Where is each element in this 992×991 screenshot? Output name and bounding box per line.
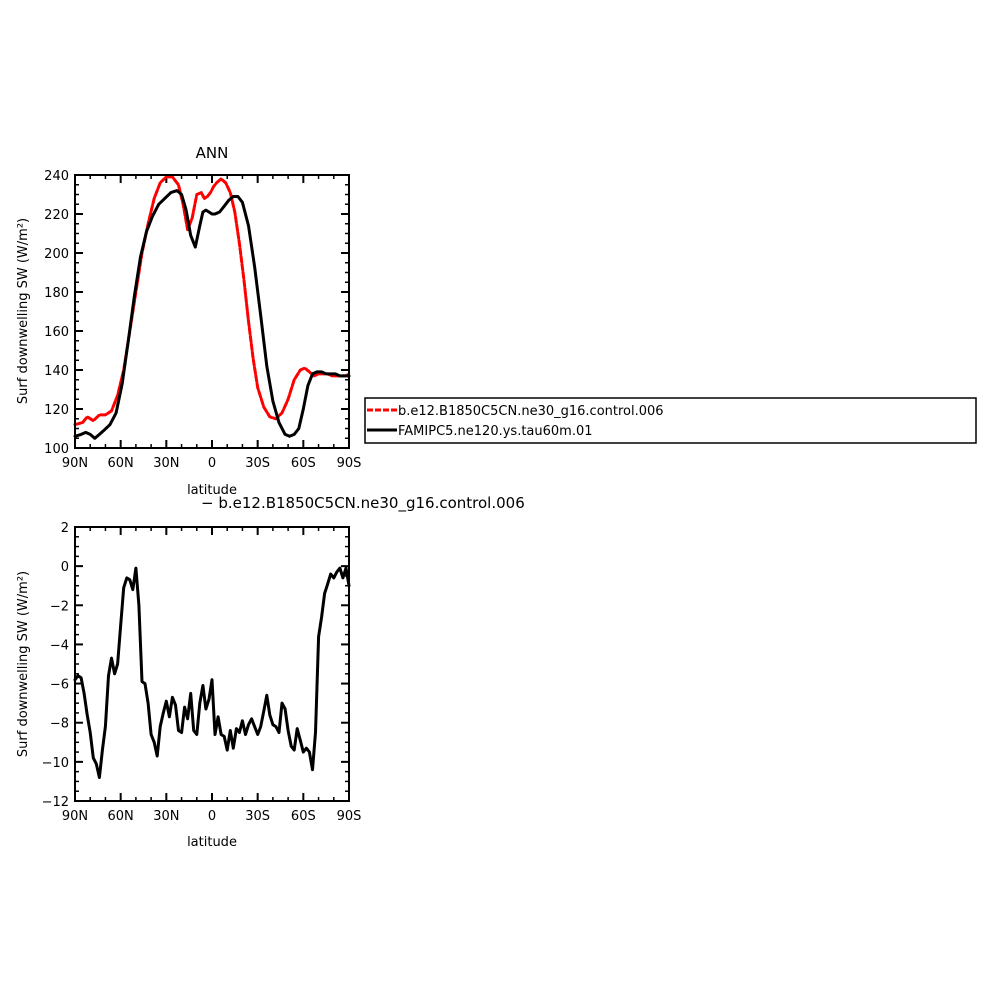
bottom-panel-x-axis-title: latitude [187, 835, 237, 850]
bottom-y-tick-label: −12 [42, 795, 69, 810]
bottom-y-tick-label: −10 [42, 756, 69, 771]
top-y-tick-label: 180 [44, 286, 69, 301]
top-y-tick-label: 100 [44, 442, 69, 457]
bottom-y-tick-label: −4 [50, 638, 69, 653]
bottom-y-tick-label: 0 [61, 560, 69, 575]
bottom-panel-y-axis-title: Surf downwelling SW (W/m²) [16, 571, 31, 757]
top-x-tick-label: 30N [153, 456, 179, 471]
bottom-x-tick-label: 30N [153, 809, 179, 824]
top-x-tick-label: 60N [108, 456, 134, 471]
bottom-x-tick-label: 60S [291, 809, 316, 824]
top-y-tick-label: 240 [44, 169, 69, 184]
top-series-line-2 [73, 189, 351, 440]
top-x-tick-label: 30S [245, 456, 270, 471]
legend-box [364, 397, 977, 444]
top-panel-title: ANN [196, 144, 229, 162]
bottom-series-line-1 [73, 566, 351, 779]
top-x-tick-label: 90N [62, 456, 88, 471]
top-y-tick-label: 200 [44, 247, 69, 262]
legend-label-series-1: b.e12.B1850C5CN.ne30_g16.control.006 [398, 404, 664, 419]
top-y-tick-label: 220 [44, 208, 69, 223]
bottom-x-tick-label: 0 [208, 809, 216, 824]
top-panel-series [73, 175, 351, 440]
top-panel-x-axis-title: latitude [187, 483, 237, 498]
bottom-panel: − b.e12.B1850C5CN.ne30_g16.control.006 −… [16, 494, 525, 850]
top-x-tick-label: 90S [337, 456, 362, 471]
top-panel: ANN 100 120 140 160 180 200 220 240 90N 60N 30N 0 30… [16, 144, 361, 498]
top-x-tick-label: 0 [208, 456, 216, 471]
top-y-tick-label: 140 [44, 364, 69, 379]
bottom-y-tick-label: 2 [61, 521, 69, 536]
bottom-x-tick-label: 90N [62, 809, 88, 824]
top-panel-tick-labels: 100 120 140 160 180 200 220 240 90N 60N 30N 0 30S 60S… [44, 169, 361, 471]
bottom-panel-title: − b.e12.B1850C5CN.ne30_g16.control.006 [201, 494, 525, 513]
bottom-panel-frame [74, 526, 350, 802]
bottom-y-tick-label: −6 [50, 678, 69, 693]
bottom-x-tick-label: 30S [245, 809, 270, 824]
bottom-y-tick-label: −8 [50, 717, 69, 732]
top-panel-y-axis-title: Surf downwelling SW (W/m²) [16, 218, 31, 404]
legend: b.e12.B1850C5CN.ne30_g16.control.006 FAM… [364, 397, 977, 444]
top-x-tick-label: 60S [291, 456, 316, 471]
legend-label-series-2: FAMIPC5.ne120.ys.tau60m.01 [398, 424, 593, 439]
bottom-panel-tick-labels: −12 −10 −8 −6 −4 −2 0 2 90N 60N 30N 0 30S 60S 90S [42, 521, 362, 824]
bottom-x-tick-label: 60N [108, 809, 134, 824]
top-y-tick-label: 160 [44, 325, 69, 340]
top-y-tick-label: 120 [44, 403, 69, 418]
top-panel-frame [74, 174, 350, 449]
bottom-x-tick-label: 90S [337, 809, 362, 824]
bottom-panel-series [73, 566, 351, 779]
bottom-y-tick-label: −2 [50, 599, 69, 614]
